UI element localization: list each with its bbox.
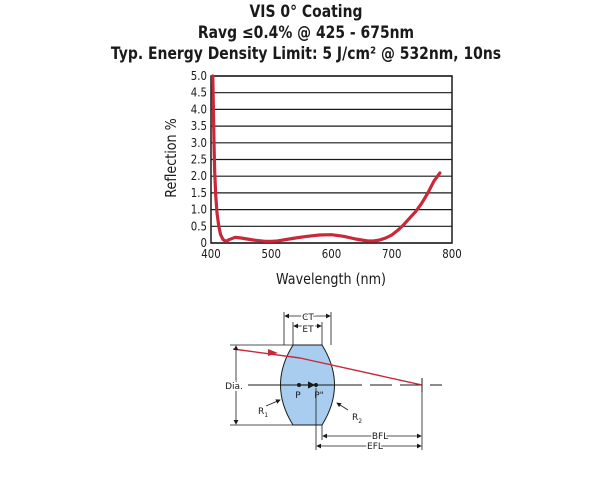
reflection-chart: 0 0.5 1.0 1.5 2.0 2.5 3.0 3.5 4.0 4.5 5.0 400 500 60… bbox=[163, 69, 462, 288]
r1-label: R1 bbox=[258, 407, 268, 419]
y-tick-label: 0 bbox=[201, 236, 207, 250]
x-tick-label: 700 bbox=[382, 247, 401, 261]
r1-leader bbox=[265, 399, 281, 407]
chart-subtitle: Ravg ≤0.4% @ 425 - 675nm bbox=[197, 23, 415, 43]
x-tick-label: 400 bbox=[201, 247, 220, 261]
incident-ray-arrow bbox=[268, 349, 278, 356]
y-tick-label: 1.5 bbox=[191, 186, 207, 200]
p-label: P bbox=[295, 391, 301, 401]
y-tick-label: 4.5 bbox=[191, 86, 207, 100]
chart-titles: VIS 0° Coating Ravg ≤0.4% @ 425 - 675nm … bbox=[0, 2, 612, 65]
x-tick-label: 600 bbox=[322, 247, 341, 261]
ct-label: CT bbox=[302, 313, 314, 323]
y-tick-label: 4.0 bbox=[191, 103, 207, 117]
p2-label: P" bbox=[314, 391, 324, 401]
principal-point-p bbox=[297, 383, 301, 387]
incident-ray bbox=[232, 348, 301, 359]
y-axis-label: Reflection % bbox=[163, 118, 180, 198]
y-tick-label: 2.0 bbox=[191, 169, 207, 183]
y-tick-label: 0.5 bbox=[191, 220, 207, 234]
et-label: ET bbox=[302, 325, 314, 335]
y-tick-label: 1.0 bbox=[191, 203, 207, 217]
bfl-label: BFL bbox=[372, 432, 388, 442]
r2-label: R2 bbox=[352, 413, 362, 425]
principal-point-p2 bbox=[314, 383, 318, 387]
y-tick-label: 3.5 bbox=[191, 119, 207, 133]
x-axis-label: Wavelength (nm) bbox=[276, 271, 386, 288]
chart-energy-limit: Typ. Energy Density Limit: 5 J/cm² @ 532… bbox=[110, 44, 502, 64]
y-tick-label: 2.5 bbox=[191, 153, 207, 167]
efl-label: EFL bbox=[367, 442, 383, 452]
y-tick-labels: 0 0.5 1.0 1.5 2.0 2.5 3.0 3.5 4.0 4.5 5.0 bbox=[191, 69, 207, 250]
chart-title: VIS 0° Coating bbox=[249, 2, 363, 22]
y-tick-label: 5.0 bbox=[191, 69, 207, 83]
x-tick-label: 500 bbox=[262, 247, 281, 261]
plot-area-frame bbox=[210, 75, 453, 244]
dia-label: Dia. bbox=[225, 382, 243, 392]
y-tick-label: 3.0 bbox=[191, 136, 207, 150]
x-tick-label: 800 bbox=[442, 247, 461, 261]
r2-leader bbox=[336, 402, 349, 411]
refracted-ray bbox=[299, 357, 423, 386]
reflection-curve bbox=[211, 74, 442, 243]
x-tick-labels: 400 500 600 700 800 bbox=[201, 247, 461, 261]
